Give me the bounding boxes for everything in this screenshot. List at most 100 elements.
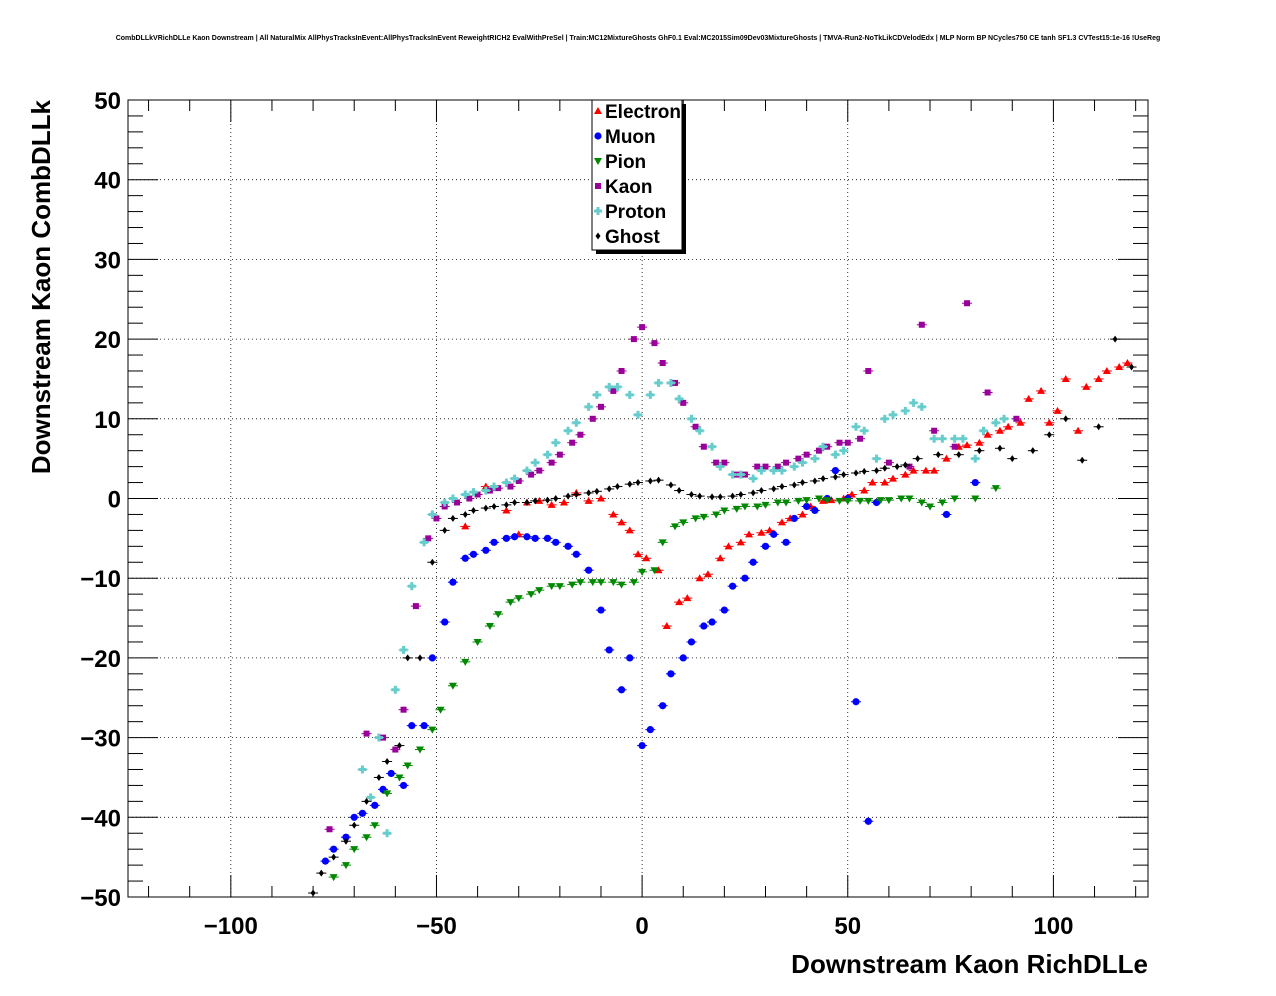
ghost-point: [694, 492, 705, 500]
marker-shape: [761, 501, 770, 509]
proton-point: [888, 410, 898, 419]
x-tick-label: −50: [416, 913, 457, 940]
pion-point: [670, 523, 681, 531]
marker-shape: [318, 869, 324, 877]
marker-shape: [617, 518, 626, 526]
marker-shape: [408, 722, 416, 730]
proton-point: [818, 442, 829, 451]
chart-title: CombDLLkVRichDLLe Kaon Downstream | All …: [115, 35, 1161, 42]
ghost-point: [521, 498, 532, 506]
kaon-point: [410, 603, 421, 610]
ghost-point: [892, 463, 903, 471]
electron-point: [723, 542, 734, 550]
muon-point: [595, 606, 606, 614]
pion-point: [904, 495, 915, 503]
kaon-point: [324, 826, 335, 833]
muon-point: [320, 857, 331, 865]
marker-shape: [721, 459, 728, 466]
proton-point: [550, 438, 561, 447]
marker-shape: [703, 570, 712, 578]
marker-shape: [511, 533, 519, 541]
marker-shape: [342, 833, 350, 841]
marker-shape: [984, 389, 991, 396]
electron-point: [608, 510, 619, 518]
marker-shape: [1094, 374, 1103, 382]
marker-shape: [738, 491, 744, 499]
pion-point: [719, 507, 730, 515]
kaon-point: [1011, 415, 1022, 422]
muon-point: [941, 510, 952, 519]
marker-shape: [667, 670, 675, 678]
marker-shape: [420, 722, 428, 730]
electron-point: [1093, 374, 1104, 382]
muon-point: [542, 534, 553, 542]
electron-point: [735, 538, 746, 546]
marker-shape: [771, 485, 777, 493]
pion-point: [369, 822, 380, 830]
proton-point: [645, 390, 656, 399]
muon-point: [624, 654, 635, 662]
marker-shape: [428, 654, 436, 662]
ghost-point: [604, 485, 615, 493]
marker-shape: [698, 426, 702, 435]
marker-shape: [428, 726, 437, 734]
marker-shape: [412, 603, 419, 610]
marker-shape: [782, 499, 791, 507]
kaon-point: [863, 367, 874, 374]
marker-shape: [451, 494, 455, 503]
proton-point: [480, 486, 491, 495]
marker-shape: [597, 606, 605, 614]
marker-shape: [981, 426, 985, 435]
marker-shape: [718, 462, 722, 471]
proton-point: [509, 474, 520, 483]
marker-shape: [402, 645, 406, 654]
marker-shape: [679, 654, 687, 662]
marker-shape: [831, 467, 840, 475]
pion-point: [575, 579, 586, 587]
ghost-point: [509, 498, 520, 506]
marker-shape: [669, 378, 673, 387]
pion-point: [916, 499, 927, 507]
ghost-point: [789, 481, 800, 489]
proton-point: [591, 390, 602, 399]
marker-shape: [783, 459, 790, 466]
marker-shape: [689, 414, 693, 423]
marker-shape: [820, 475, 826, 483]
legend-entry-pion: Pion: [594, 152, 646, 173]
pion-point: [493, 611, 504, 619]
marker-shape: [490, 538, 498, 546]
marker-shape: [885, 459, 892, 466]
marker-shape: [709, 493, 715, 501]
marker-shape: [762, 463, 769, 470]
proton-point: [879, 414, 890, 423]
marker-shape: [617, 686, 626, 694]
proton-point: [789, 462, 800, 471]
marker-shape: [782, 538, 790, 546]
y-tick-label: −50: [80, 885, 121, 912]
pion-point: [739, 503, 750, 511]
ghost-point: [809, 477, 820, 485]
ghost-point: [489, 502, 500, 510]
ghost-point: [850, 469, 861, 477]
marker-shape: [597, 403, 604, 410]
marker-shape: [994, 418, 998, 427]
marker-shape: [692, 423, 699, 430]
marker-shape: [906, 463, 913, 470]
ghost-point: [1007, 455, 1018, 463]
ghost-point: [756, 487, 767, 495]
ghost-point: [686, 491, 697, 499]
muon-point: [809, 506, 820, 515]
marker-shape: [836, 439, 843, 446]
ghost-point: [1093, 423, 1104, 431]
y-tick-label: 30: [94, 247, 121, 274]
marker-shape: [1074, 426, 1083, 434]
kaon-point: [801, 451, 812, 458]
pion-point: [505, 599, 516, 607]
marker-shape: [713, 459, 720, 466]
marker-shape: [1115, 362, 1124, 370]
pion-point: [484, 623, 495, 631]
muon-point: [369, 801, 380, 809]
pion-point: [415, 746, 426, 754]
ghost-point: [439, 526, 450, 534]
electron-point: [756, 528, 767, 536]
